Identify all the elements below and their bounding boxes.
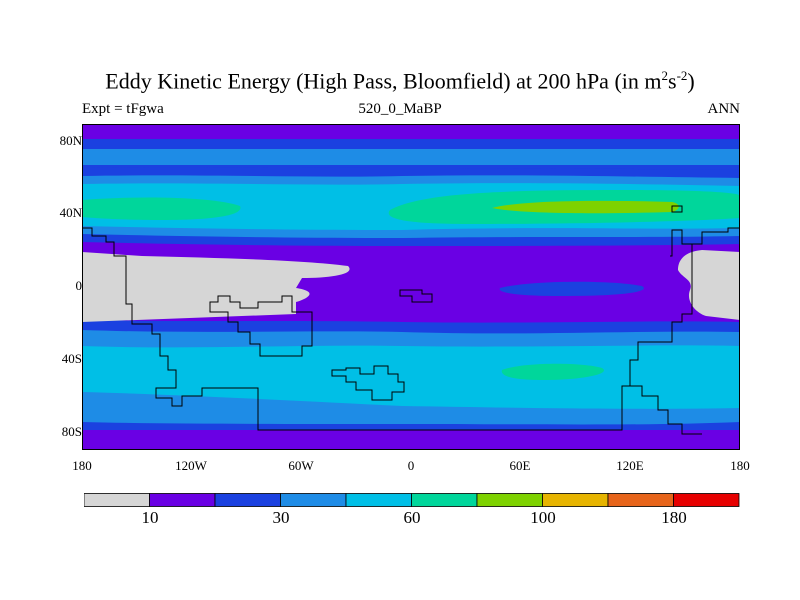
colorbar <box>84 493 740 507</box>
colorbar-swatch <box>542 493 609 507</box>
colorbar-swatch <box>476 493 543 507</box>
lon-tick-60w: 60W <box>288 458 314 473</box>
band-south-60 <box>82 345 740 409</box>
map-frame <box>82 124 740 450</box>
lat-tick-40s: 40S <box>61 351 82 366</box>
lon-tick-180w: 180 <box>72 458 92 473</box>
colorbar-swatch <box>607 493 674 507</box>
land-americas <box>82 252 350 322</box>
colorbar-label-100: 100 <box>530 508 556 527</box>
colorbar-swatch <box>280 493 347 507</box>
lon-tick-0: 0 <box>407 458 415 473</box>
band-north-45 <box>82 149 740 165</box>
lon-tick-120w: 120W <box>175 458 207 473</box>
run-label: 520_0_MaBP <box>358 101 442 117</box>
lon-tick-60e: 60E <box>509 458 531 473</box>
coastlines <box>82 205 740 435</box>
land-east <box>678 250 740 320</box>
band-equator-30 <box>499 281 644 296</box>
eke-map <box>82 124 740 450</box>
colorbar-swatch <box>411 493 478 507</box>
colorbar-swatch <box>673 493 740 507</box>
band-north-west-80 <box>82 197 241 220</box>
lat-tick-80s: 80S <box>61 424 82 439</box>
colorbar-label-10: 10 <box>141 508 159 527</box>
plot-title: Eddy Kinetic Energy (High Pass, Bloomfie… <box>105 68 695 94</box>
colorbar-swatch <box>84 493 150 507</box>
band-south-80 <box>501 363 604 380</box>
band-south-polar <box>82 430 740 450</box>
lon-tick-120e: 120E <box>616 458 644 473</box>
lat-tick-80n: 80N <box>59 133 82 148</box>
lat-tick-40n: 40N <box>59 205 82 220</box>
season-label: ANN <box>707 101 741 117</box>
experiment-label: Expt = tFgwa <box>82 101 164 117</box>
lat-tick-0: 0 <box>75 278 83 293</box>
band-north-100 <box>492 200 679 214</box>
lon-tick-180e: 180 <box>730 458 750 473</box>
colorbar-swatch <box>345 493 412 507</box>
colorbar-swatch <box>149 493 216 507</box>
colorbar-label-30: 30 <box>272 508 290 527</box>
colorbar-label-60: 60 <box>403 508 421 527</box>
colorbar-label-180: 180 <box>661 508 687 527</box>
colorbar-swatch <box>214 493 281 507</box>
